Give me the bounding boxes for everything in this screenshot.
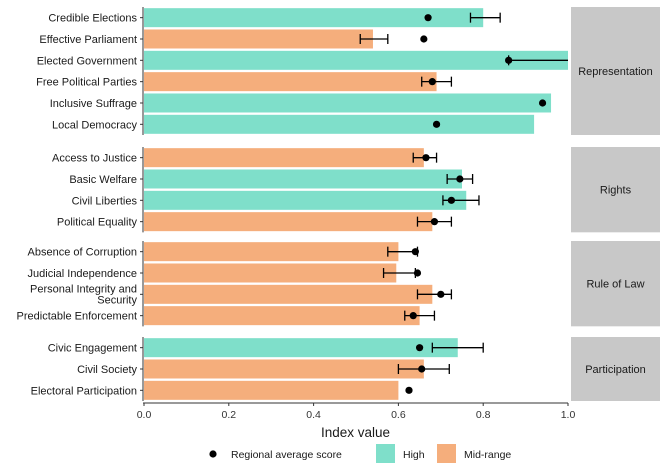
average-point <box>456 175 464 183</box>
average-point <box>432 120 441 128</box>
category-label: Civil Society <box>77 364 137 376</box>
category-label: Civil Liberties <box>72 195 138 207</box>
category-label: Basic Welfare <box>69 174 137 186</box>
bar <box>144 359 424 379</box>
average-point <box>447 196 455 204</box>
category-label: Local Democracy <box>52 119 137 131</box>
legend-high-swatch <box>376 444 395 463</box>
bar <box>144 169 462 189</box>
legend: Regional average score High Mid-range <box>209 444 511 463</box>
facet-strip-label: Rule of Law <box>586 279 644 291</box>
average-point <box>428 78 436 86</box>
bar <box>144 306 420 326</box>
bar <box>144 114 535 134</box>
facet-strip <box>571 147 660 233</box>
average-point <box>405 386 413 394</box>
legend-mid-label: Mid-range <box>464 449 511 461</box>
category-label: Effective Parliament <box>39 34 137 46</box>
bar <box>144 72 437 92</box>
category-label: Predictable Enforcement <box>17 311 137 323</box>
facet-strip <box>571 241 660 327</box>
bar <box>144 242 399 262</box>
legend-mid-swatch <box>437 444 456 463</box>
x-tick-label: 0.0 <box>137 409 152 421</box>
bar <box>144 190 467 210</box>
average-point <box>422 154 430 162</box>
x-tick-label: 1.0 <box>561 409 576 421</box>
facet-panel: Rights Access to Justice Basic Welfare Civi… <box>52 147 660 233</box>
bar <box>144 29 373 49</box>
x-tick-label: 0.8 <box>476 409 491 421</box>
category-label: Credible Elections <box>48 13 137 25</box>
bar <box>144 212 433 232</box>
bar <box>144 284 433 304</box>
average-point <box>413 269 422 277</box>
x-tick-label: 0.2 <box>221 409 236 421</box>
facet-strip-label: Representation <box>578 66 653 78</box>
bar <box>144 50 568 70</box>
x-axis: 0.0 0.2 0.4 0.6 0.8 1.0 <box>137 402 576 421</box>
category-label: Electoral Participation <box>31 385 137 397</box>
facet-strip <box>571 337 660 401</box>
average-point <box>437 290 445 298</box>
category-label: Access to Justice <box>52 153 137 165</box>
average-point <box>505 56 513 64</box>
category-label: Absence of Corruption <box>28 247 137 259</box>
legend-point-label: Regional average score <box>231 449 342 461</box>
legend-high-label: High <box>403 449 425 461</box>
category-label: Inclusive Suffrage <box>50 98 137 110</box>
average-point <box>411 248 419 256</box>
average-point <box>418 365 426 373</box>
bar <box>144 93 552 113</box>
bar <box>144 380 399 400</box>
bar <box>144 263 397 283</box>
bar <box>144 148 424 168</box>
panels-layer: Representation Credible Elections Effectiv… <box>17 7 660 401</box>
facet-panel: Representation Credible Elections Effectiv… <box>36 7 660 135</box>
category-label: Civic Engagement <box>48 343 137 355</box>
category-label: Judicial Independence <box>28 268 137 280</box>
average-point <box>409 312 417 320</box>
category-label: Personal Integrity and Security <box>30 283 138 306</box>
facet-panel: Rule of Law Absence of Corruption Judicial… <box>17 241 660 327</box>
average-point <box>424 14 432 22</box>
bar <box>144 8 484 28</box>
legend-point-symbol <box>209 450 217 458</box>
average-point <box>430 218 439 226</box>
bar <box>144 338 458 358</box>
facet-strip-label: Participation <box>585 364 646 376</box>
x-tick-label: 0.4 <box>306 409 321 421</box>
category-label: Free Political Parties <box>36 77 137 89</box>
facet-strip-label: Rights <box>600 185 632 197</box>
x-axis-title: Index value <box>321 425 390 440</box>
category-label: Elected Government <box>37 55 137 67</box>
facet-strip <box>571 7 660 135</box>
average-point <box>416 344 424 352</box>
x-tick-label: 0.6 <box>391 409 406 421</box>
average-point <box>538 99 547 107</box>
average-point <box>420 35 428 43</box>
category-label: Political Equality <box>57 217 138 229</box>
facet-panel: Participation Civic Engagement Civil Socie… <box>31 337 660 401</box>
